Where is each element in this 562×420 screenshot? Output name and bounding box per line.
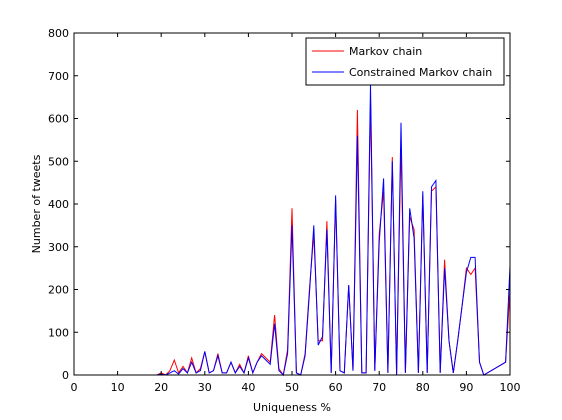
x-tick-label: 60 — [329, 381, 343, 394]
series-line-constrained-markov-chain — [74, 84, 511, 377]
legend: Markov chain Constrained Markov chain — [305, 37, 505, 86]
legend-box — [305, 37, 505, 86]
y-tick-label: 800 — [48, 27, 69, 40]
x-axis-label: Uniqueness % — [253, 401, 331, 414]
x-tick-label: 20 — [154, 381, 168, 394]
x-tick-label: 70 — [372, 381, 386, 394]
y-tick-label: 200 — [48, 284, 69, 297]
y-tick-label: 600 — [48, 113, 69, 126]
x-tick-label: 80 — [416, 381, 430, 394]
y-tick-label: 700 — [48, 70, 69, 83]
y-tick-label: 400 — [48, 198, 69, 211]
y-axis: 0 100 200 300 400 500 600 700 800 — [48, 27, 510, 382]
y-tick-label: 100 — [48, 326, 69, 339]
x-tick-label: 40 — [241, 381, 255, 394]
legend-entry-markov-chain: Markov chain — [349, 45, 422, 58]
x-tick-label: 90 — [459, 381, 473, 394]
x-tick-label: 0 — [71, 381, 78, 394]
y-tick-label: 0 — [62, 369, 69, 382]
legend-entry-constrained-markov-chain: Constrained Markov chain — [349, 66, 492, 79]
series-layer — [74, 84, 511, 377]
y-tick-label: 500 — [48, 155, 69, 168]
y-tick-label: 300 — [48, 241, 69, 254]
x-tick-label: 100 — [500, 381, 521, 394]
x-axis: 0 10 20 30 40 50 60 70 80 90 100 — [71, 33, 521, 394]
plot-area — [74, 33, 510, 375]
x-tick-label: 30 — [198, 381, 212, 394]
x-tick-label: 50 — [285, 381, 299, 394]
y-axis-label: Number of tweets — [30, 154, 43, 253]
x-tick-label: 10 — [111, 381, 125, 394]
